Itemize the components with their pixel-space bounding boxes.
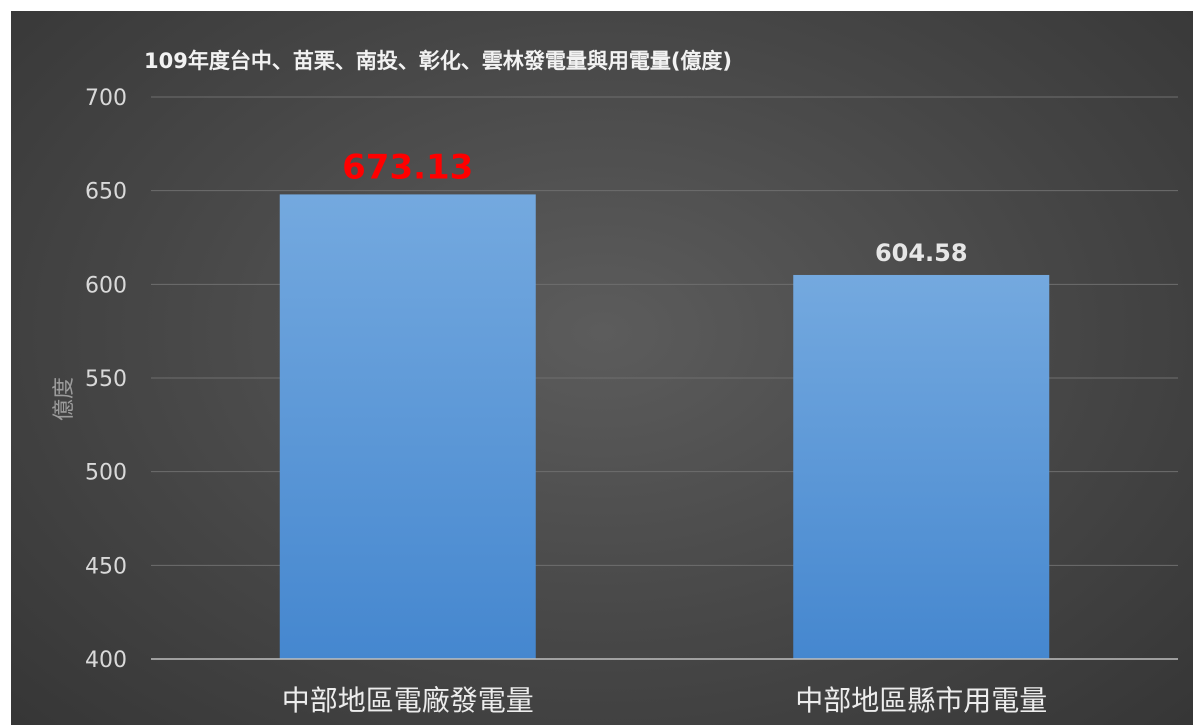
bar-1 [279,194,536,659]
category-label-2: 中部地區縣市用電量 [795,684,1047,717]
y-tick-label: 400 [85,648,127,673]
y-tick-label: 650 [85,180,127,205]
y-tick-label: 600 [85,273,127,298]
x-axis-categories: 中部地區電廠發電量 中部地區縣市用電量 [282,684,1048,717]
y-tick-label: 700 [85,86,127,111]
bar-chart: 109年度台中、苗栗、南投、彰化、雲林發電量與用電量(億度) 億度 400 450… [52,49,1178,717]
data-label-2: 604.58 [875,239,968,267]
y-tick-label: 550 [85,367,127,392]
data-labels: 673.13 604.58 [342,147,967,267]
y-tick-label: 450 [85,554,127,579]
y-tick-label: 500 [85,461,127,486]
y-axis-label: 億度 [52,377,77,421]
bars [279,194,1050,659]
bar-2 [793,274,1050,659]
chart-title: 109年度台中、苗栗、南投、彰化、雲林發電量與用電量(億度) [144,49,732,73]
y-axis-ticks: 400 450 500 550 600 650 700 [85,86,127,673]
data-label-1: 673.13 [342,147,473,187]
chart-frame: 109年度台中、苗栗、南投、彰化、雲林發電量與用電量(億度) 億度 400 450… [11,11,1193,725]
category-label-1: 中部地區電廠發電量 [282,684,534,717]
